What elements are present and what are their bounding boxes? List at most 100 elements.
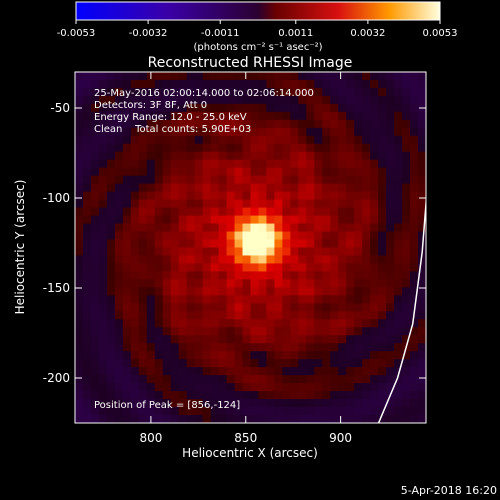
heatmap-cell bbox=[130, 207, 140, 217]
heatmap-cell bbox=[234, 255, 244, 265]
heatmap-cell bbox=[98, 319, 108, 328]
heatmap-cell bbox=[226, 359, 236, 368]
heatmap-cell bbox=[394, 375, 403, 384]
heatmap-cell bbox=[162, 72, 172, 81]
heatmap-cell bbox=[202, 167, 212, 177]
heatmap-cell bbox=[202, 399, 212, 408]
heatmap-cell bbox=[154, 175, 164, 185]
heatmap-cell bbox=[298, 311, 307, 320]
heatmap-cell bbox=[218, 343, 228, 352]
heatmap-cell bbox=[362, 135, 371, 145]
heatmap-cell bbox=[306, 111, 315, 121]
heatmap-cell bbox=[242, 79, 252, 89]
heatmap-cell bbox=[266, 159, 276, 169]
heatmap-cell bbox=[250, 367, 260, 376]
heatmap-cell bbox=[202, 199, 212, 209]
heatmap-cell bbox=[98, 287, 108, 296]
heatmap-cell bbox=[146, 319, 156, 328]
heatmap-cell bbox=[98, 95, 108, 105]
heatmap-cell bbox=[258, 415, 268, 423]
heatmap-cell bbox=[130, 263, 140, 273]
heatmap-cell bbox=[82, 87, 92, 97]
heatmap-cell bbox=[82, 127, 92, 137]
heatmap-cell bbox=[322, 191, 331, 201]
heatmap-cell bbox=[298, 103, 307, 113]
heatmap-cell bbox=[354, 167, 363, 177]
heatmap-cell bbox=[75, 407, 84, 416]
heatmap-cell bbox=[394, 215, 403, 225]
heatmap-cell bbox=[410, 175, 419, 185]
heatmap-cell bbox=[386, 287, 395, 296]
heatmap-cell bbox=[354, 319, 363, 328]
heatmap-cell bbox=[130, 375, 140, 384]
heatmap-cell bbox=[314, 311, 323, 320]
heatmap-cell bbox=[346, 111, 355, 121]
heatmap-cell bbox=[274, 79, 284, 89]
heatmap-cell bbox=[370, 231, 379, 241]
heatmap-cell bbox=[394, 303, 403, 312]
heatmap-cell bbox=[402, 111, 411, 121]
heatmap-cell bbox=[354, 135, 363, 145]
heatmap-cell bbox=[90, 151, 100, 161]
heatmap-cell bbox=[402, 79, 411, 89]
heatmap-cell bbox=[130, 391, 140, 400]
heatmap-cell bbox=[106, 415, 116, 423]
heatmap-cell bbox=[138, 135, 148, 145]
heatmap-cell bbox=[394, 247, 403, 257]
heatmap-cell bbox=[170, 271, 180, 281]
heatmap-cell bbox=[170, 255, 180, 265]
heatmap-cell bbox=[170, 151, 180, 161]
heatmap-cell bbox=[362, 399, 371, 408]
heatmap-cell bbox=[378, 343, 387, 352]
heatmap-cell bbox=[314, 199, 323, 209]
heatmap-cell bbox=[202, 95, 212, 105]
heatmap-cell bbox=[138, 407, 148, 416]
heatmap-cell bbox=[378, 319, 387, 328]
heatmap-cell bbox=[162, 311, 172, 320]
heatmap-cell bbox=[266, 367, 276, 376]
heatmap-cell bbox=[242, 367, 252, 376]
heatmap-cell bbox=[338, 199, 347, 209]
heatmap-cell bbox=[266, 111, 276, 121]
heatmap-cell bbox=[402, 175, 411, 185]
heatmap-cell bbox=[370, 407, 379, 416]
heatmap-cell bbox=[162, 223, 172, 233]
heatmap-cell bbox=[314, 375, 323, 384]
heatmap-cell bbox=[226, 295, 236, 304]
heatmap-cell bbox=[394, 72, 403, 81]
heatmap-cell bbox=[154, 167, 164, 177]
heatmap-cell bbox=[330, 319, 339, 328]
heatmap-cell bbox=[330, 151, 339, 161]
heatmap-cell bbox=[282, 271, 291, 281]
heatmap-cell bbox=[170, 263, 180, 273]
heatmap-cell bbox=[330, 311, 339, 320]
heatmap-cell bbox=[106, 327, 116, 336]
heatmap-cell bbox=[130, 303, 140, 312]
heatmap-cell bbox=[322, 391, 331, 400]
heatmap-cell bbox=[226, 111, 236, 121]
heatmap-cell bbox=[266, 303, 276, 312]
heatmap-cell bbox=[266, 72, 276, 81]
heatmap-cell bbox=[178, 199, 188, 209]
heatmap-cell bbox=[346, 72, 355, 81]
heatmap-cell bbox=[202, 151, 212, 161]
heatmap-cell bbox=[370, 295, 379, 304]
heatmap-cell bbox=[266, 351, 276, 360]
heatmap-cell bbox=[274, 183, 284, 193]
heatmap-cell bbox=[194, 103, 204, 113]
heatmap-cell bbox=[210, 303, 220, 312]
heatmap-cell bbox=[75, 143, 84, 153]
heatmap-cell bbox=[290, 135, 299, 145]
heatmap-cell bbox=[250, 72, 260, 81]
heatmap-cell bbox=[306, 303, 315, 312]
heatmap-cell bbox=[170, 319, 180, 328]
heatmap-cell bbox=[114, 183, 124, 193]
heatmap-cell bbox=[122, 399, 132, 408]
heatmap-cell bbox=[330, 335, 339, 344]
heatmap-cell bbox=[194, 295, 204, 304]
heatmap-cell bbox=[90, 207, 100, 217]
heatmap-cell bbox=[362, 127, 371, 137]
heatmap-cell bbox=[138, 167, 148, 177]
heatmap-cell bbox=[122, 375, 132, 384]
heatmap-cell bbox=[202, 239, 212, 249]
